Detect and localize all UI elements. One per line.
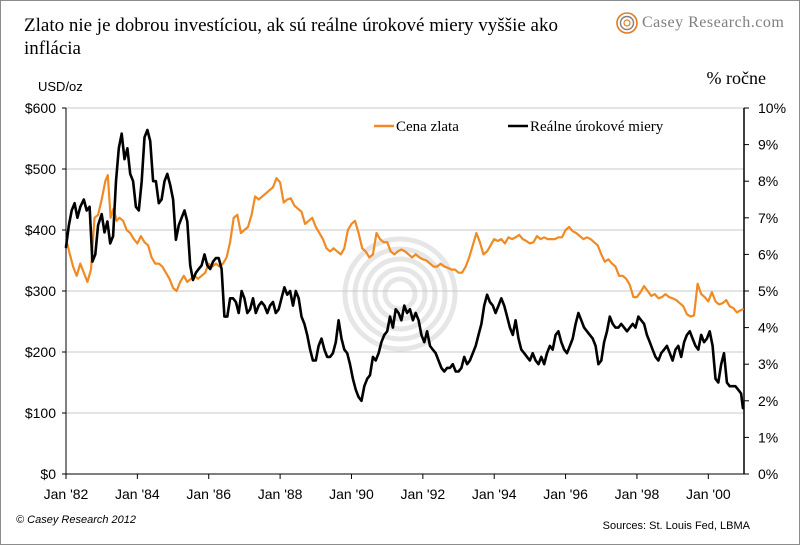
x-tick-label: Jan '82 (44, 486, 89, 502)
y-right-tick-label: 0% (758, 466, 778, 482)
x-tick-label: Jan '92 (400, 486, 445, 502)
y-left-tick-labels: $0 $100 $200 $300 $400 $500 $600 (25, 100, 66, 482)
y-right-tick-label: 7% (758, 210, 778, 226)
y-right-tick-label: 9% (758, 137, 778, 153)
copyright-text: © Casey Research 2012 (16, 514, 137, 526)
x-tick-label: Jan '84 (115, 486, 160, 502)
x-tick-label: Jan '00 (686, 486, 731, 502)
y-left-tick-label: $600 (25, 100, 56, 116)
y-left-tick-label: $0 (40, 466, 56, 482)
legend-label-real-rates: Reálne úrokové miery (530, 119, 664, 135)
x-tick-labels: Jan '82 Jan '84 Jan '86 Jan '88 Jan '90 Jan '… (44, 474, 731, 502)
chart-series (64, 128, 745, 410)
y-right-tick-label: 8% (758, 173, 778, 189)
x-tick-label: Jan '98 (615, 486, 660, 502)
series-line-real-rates (64, 128, 745, 410)
y-left-tick-label: $100 (25, 405, 56, 421)
chart-legend: Cena zlata Reálne úrokové miery (374, 119, 664, 135)
casey-research-logo: Casey Research.com (616, 8, 784, 38)
chart-title: Zlato nie je dobrou investíciou, ak sú r… (24, 15, 558, 59)
y-right-tick-label: 4% (758, 320, 778, 336)
series-line-gold-price (64, 174, 744, 318)
y-left-unit-label: USD/oz (38, 79, 83, 94)
y-right-tick-label: 1% (758, 429, 778, 445)
x-tick-label: Jan '90 (329, 486, 374, 502)
y-right-tick-label: 2% (758, 393, 778, 409)
x-tick-label: Jan '94 (472, 486, 517, 502)
y-right-tick-label: 10% (758, 100, 786, 116)
y-left-tick-label: $300 (25, 283, 56, 299)
y-right-tick-label: 3% (758, 356, 778, 372)
y-right-tick-label: 5% (758, 283, 778, 299)
chart-grid (66, 107, 744, 414)
legend-label-gold-price: Cena zlata (396, 119, 459, 135)
y-right-unit-label: % ročne (706, 68, 766, 88)
x-tick-label: Jan '86 (186, 486, 231, 502)
x-tick-label: Jan '96 (543, 486, 588, 502)
watermark-icon (342, 236, 458, 352)
y-left-tick-label: $200 (25, 344, 56, 360)
y-left-tick-label: $500 (25, 161, 56, 177)
y-left-tick-label: $400 (25, 222, 56, 238)
logo-text: Casey Research.com (642, 14, 785, 31)
x-tick-label: Jan '88 (258, 486, 303, 502)
y-right-tick-label: 6% (758, 246, 778, 262)
logo-swirl-icon (616, 12, 638, 34)
sources-text: Sources: St. Louis Fed, LBMA (602, 520, 750, 532)
y-right-tick-labels: 0% 1% 2% 3% 4% 5% 6% 7% 8% 9% 10% (744, 100, 786, 482)
